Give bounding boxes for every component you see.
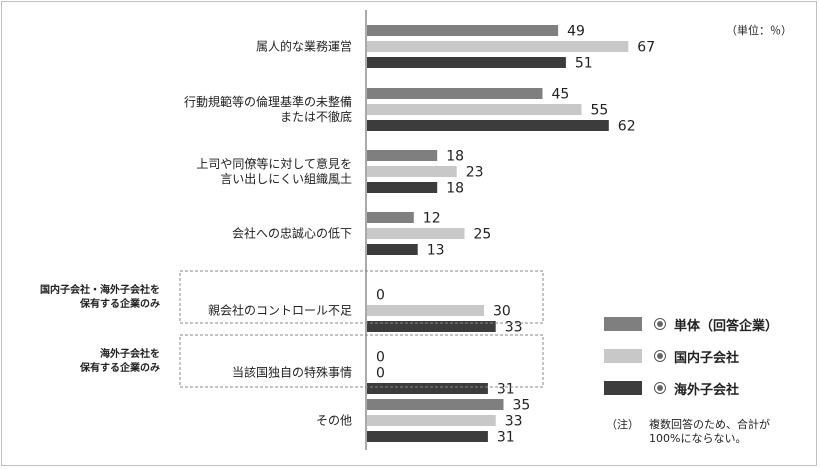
category-label: 会社への忠誠心の低下 [232,226,352,241]
data-label: 25 [474,227,492,243]
group-box [179,270,544,324]
data-label: 12 [423,211,441,227]
data-label: 0 [376,288,385,304]
category-label: または不徹底 [280,109,352,124]
bar [367,244,418,255]
category-label: 言い出しにくい組織風土 [220,172,352,186]
bar [367,212,414,223]
data-label: 30 [493,304,511,320]
bar [367,321,496,332]
data-label: 55 [591,103,609,119]
data-label: 33 [505,414,523,430]
category-label: 属人的な業務運営 [256,39,352,54]
bar [367,104,582,115]
legend-label-domestic: 国内子会社 [674,350,740,366]
data-label: 49 [567,24,585,40]
data-label: 13 [427,243,445,259]
category-label: その他 [316,414,352,428]
group-label: 海外子会社を [100,347,160,360]
legend-swatch-single [604,317,642,331]
footnote-line: 複数回答のため、合計が [649,418,770,431]
bar [367,431,488,442]
category-label: 行動規範等の倫理基準の未整備 [184,94,352,109]
data-label: 31 [497,430,515,446]
bar [367,228,465,239]
data-label: 23 [466,165,484,181]
data-label: 33 [505,320,523,336]
bar [367,41,629,52]
data-label: 51 [575,56,593,72]
globe-icon [654,382,666,394]
data-label: 0 [376,366,385,382]
bar [367,166,457,177]
legend-swatch-domestic [604,349,642,363]
legend-item-domestic: 国内子会社 [604,346,778,366]
legend-label-single: 単体（回答企業） [674,318,779,334]
legend: 単体（回答企業） 国内子会社 海外子会社 [604,314,778,410]
bar [367,399,504,410]
data-label: 18 [446,149,464,165]
footnote-line: 100%にならない。 [649,432,747,445]
group-box [179,334,544,388]
bar [367,150,438,161]
category-label: 親会社のコントロール不足 [208,303,352,318]
legend-swatch-overseas [604,381,642,395]
circle-dot-icon [654,350,666,362]
circle-dot-icon [654,318,666,330]
bar [367,120,609,131]
group-label: 保有する企業のみ [79,361,160,374]
category-label: 上司や同僚等に対して意見を [196,156,352,171]
unit-label: （単位：％） [726,24,792,37]
category-label: 当該国独自の特殊事情 [232,365,352,380]
bar [367,383,488,394]
data-label: 67 [637,40,655,56]
data-label: 0 [376,350,385,366]
bar [367,305,484,316]
legend-label-overseas: 海外子会社 [674,382,740,398]
data-label: 62 [618,119,636,135]
data-label: 18 [446,181,464,197]
bar [367,88,543,99]
legend-item-single: 単体（回答企業） [604,314,778,334]
data-label: 45 [552,87,570,103]
bar [367,57,566,68]
group-label: 保有する企業のみ [79,297,160,310]
bar [367,415,496,426]
bar [367,182,438,193]
footnote: （注） 複数回答のため、合計が 100%にならない。 [606,418,770,446]
footnote-label: （注） [606,418,639,431]
footnote-text: 複数回答のため、合計が 100%にならない。 [649,418,770,446]
data-label: 35 [513,398,531,414]
bar [367,25,559,36]
legend-item-overseas: 海外子会社 [604,378,778,398]
data-label: 31 [497,382,515,398]
group-label: 国内子会社・海外子会社を [40,283,160,296]
